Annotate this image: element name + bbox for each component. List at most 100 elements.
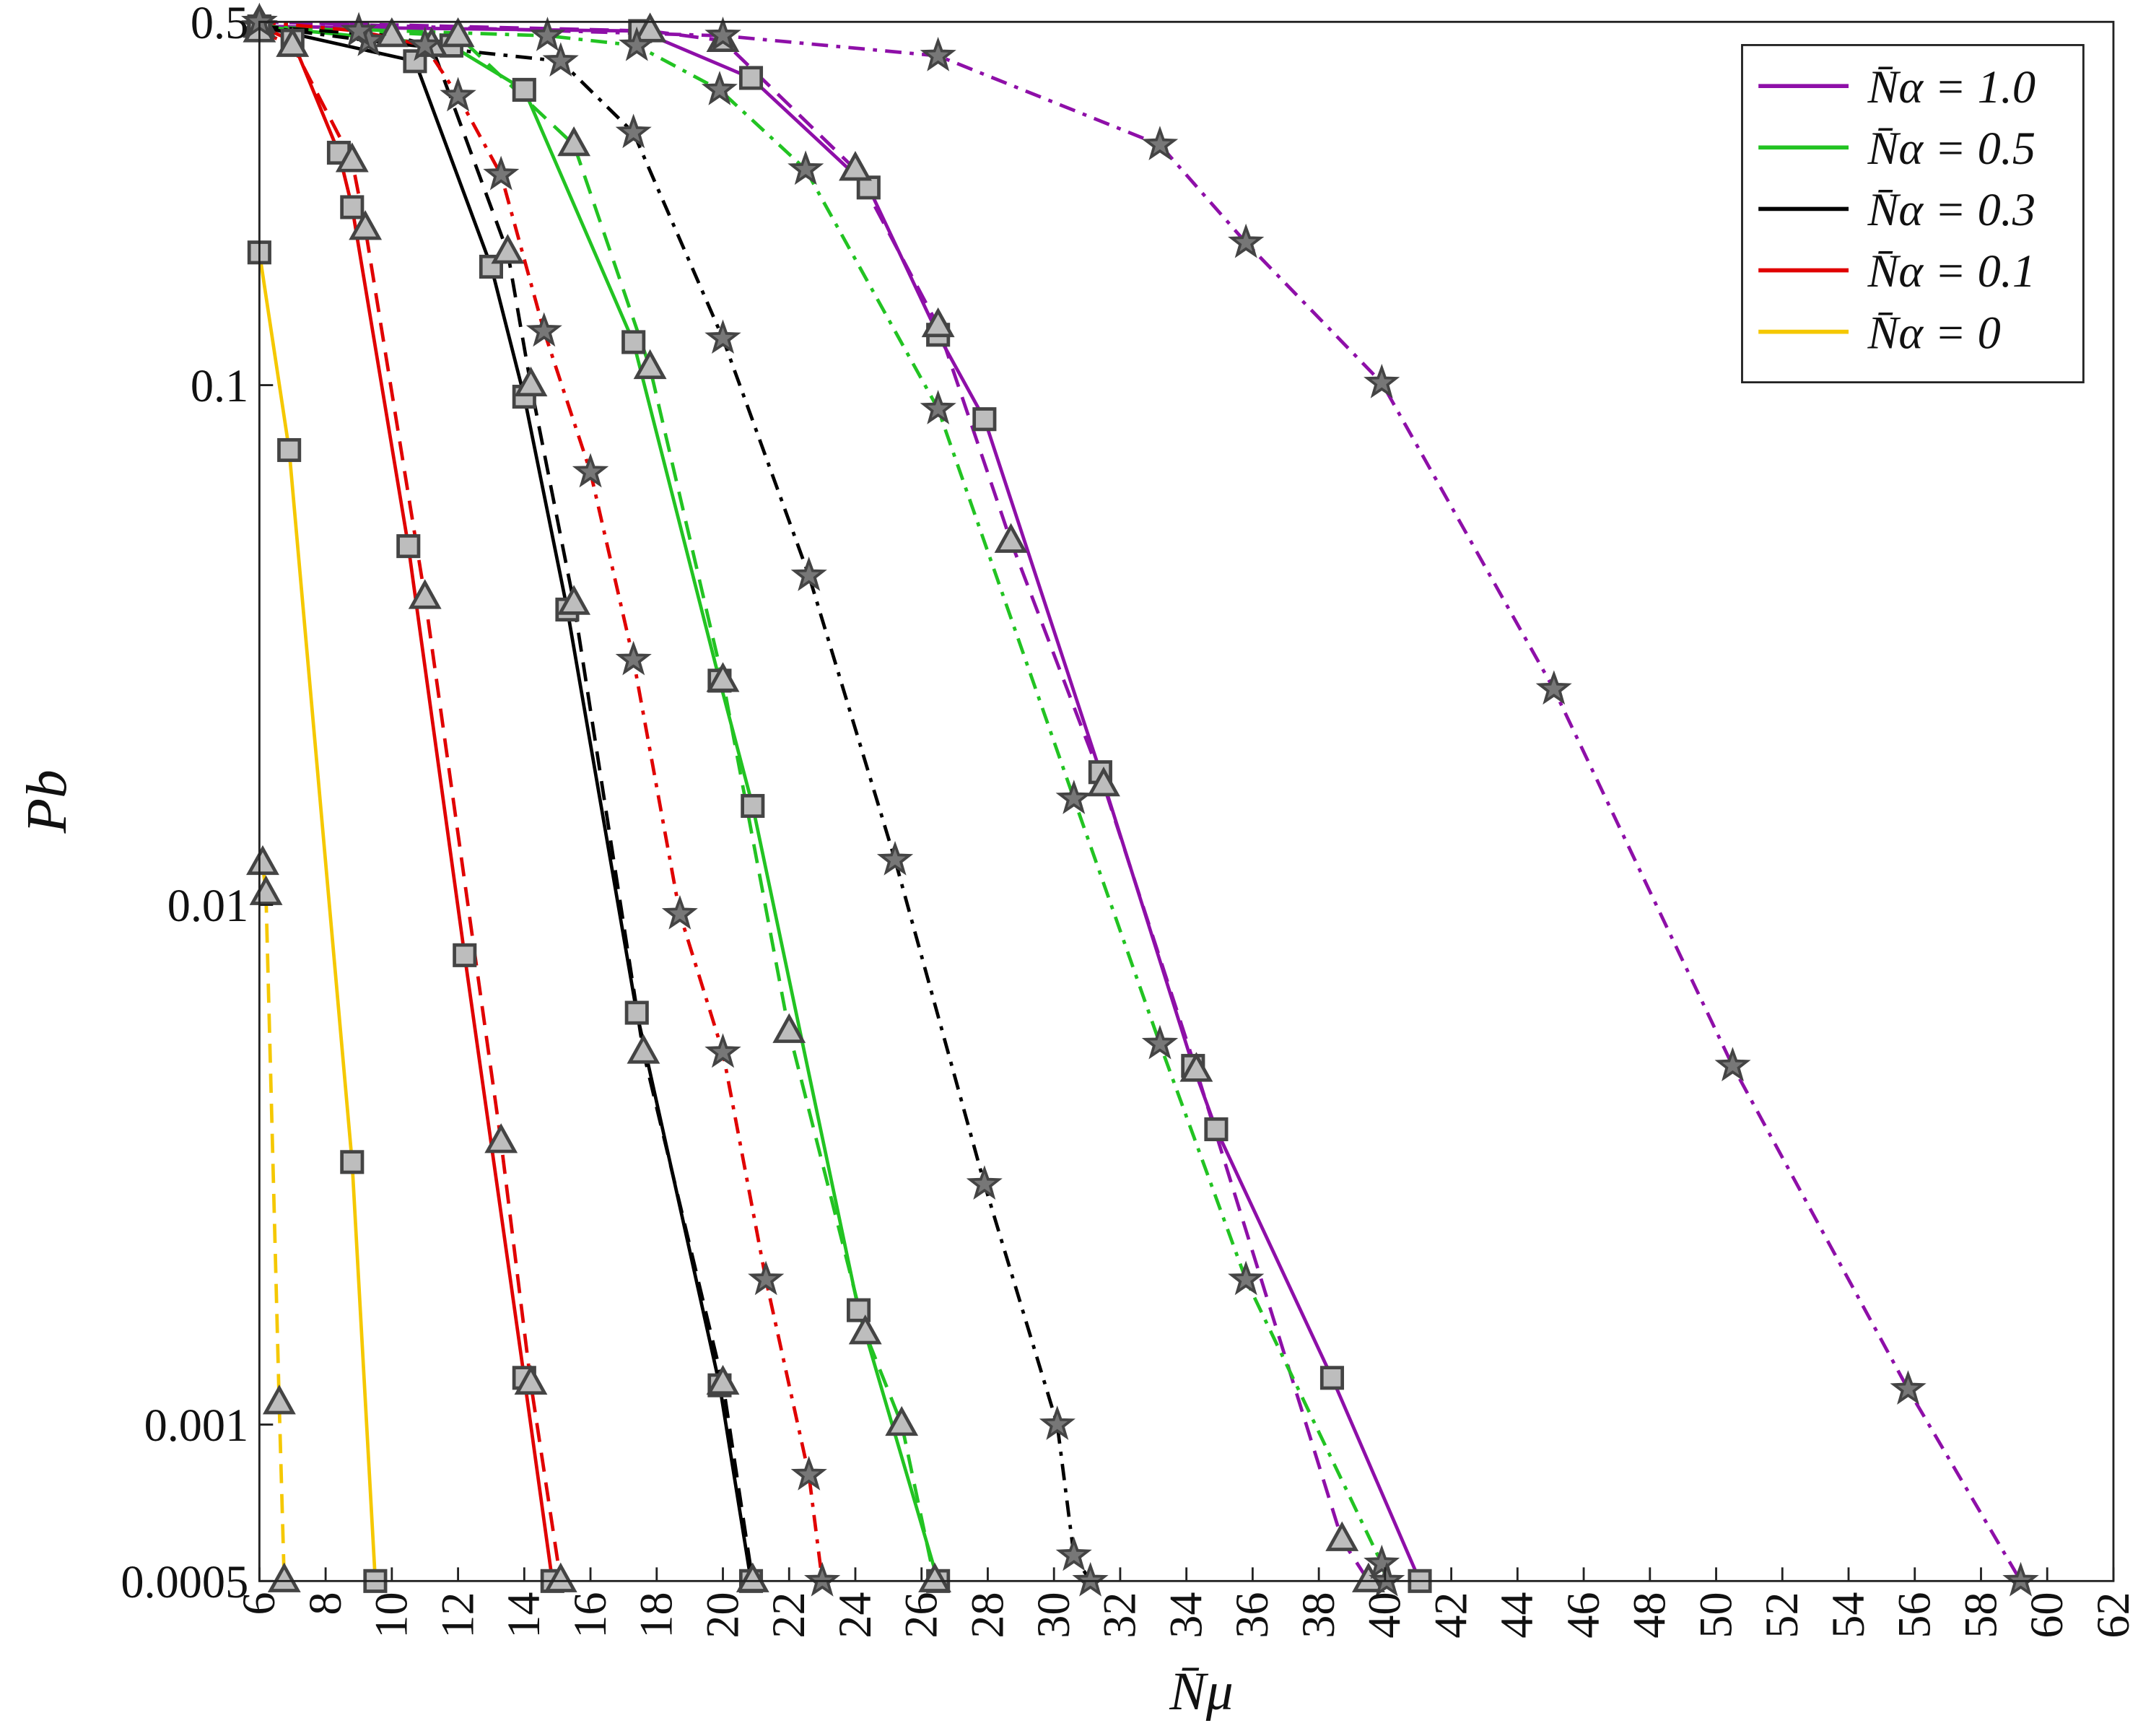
square-marker <box>340 195 365 219</box>
star-marker <box>1039 1405 1075 1440</box>
y-tick-label: 0.5 <box>191 0 248 48</box>
star-marker <box>787 150 824 186</box>
y-tick-label: 0.1 <box>191 360 248 411</box>
triangle-marker <box>557 585 591 615</box>
star-marker <box>661 894 698 930</box>
x-tick-label: 30 <box>1028 1592 1079 1638</box>
star-marker <box>615 113 652 149</box>
square-marker <box>738 66 764 90</box>
y-tick-label: 0.0005 <box>121 1556 248 1608</box>
legend-label: N̄α = 0.3 <box>1867 184 2036 235</box>
x-tick-label: 16 <box>564 1592 616 1638</box>
star-marker <box>1055 1536 1092 1571</box>
triangle-marker <box>1179 1052 1213 1082</box>
x-tick-label: 44 <box>1491 1592 1543 1638</box>
triangle-marker <box>706 1364 740 1395</box>
triangle-marker <box>627 1034 660 1064</box>
square-marker <box>512 77 536 102</box>
x-tick-label: 24 <box>829 1592 881 1638</box>
triangle-marker <box>441 17 475 48</box>
square-marker <box>621 330 646 354</box>
series-line <box>259 22 2023 1582</box>
legend-box <box>1741 44 2085 384</box>
star-marker <box>701 71 738 105</box>
legend: N̄α = 1.0 N̄α = 0.5 N̄α = 0.3 N̄α = 0.1 N̄α … <box>1741 44 2085 384</box>
star-marker <box>704 319 741 354</box>
star-marker <box>1141 126 1179 161</box>
x-tick-label: 56 <box>1889 1592 1940 1638</box>
x-tick-label: 38 <box>1293 1592 1344 1638</box>
star-marker <box>1055 780 1092 814</box>
square-marker <box>453 943 477 967</box>
square-marker <box>340 1150 365 1174</box>
x-tick-label: 52 <box>1756 1592 1807 1638</box>
series-line <box>259 25 940 1582</box>
x-tick-label: 46 <box>1558 1592 1609 1638</box>
star-marker <box>2002 1561 2039 1597</box>
x-tick-label: 10 <box>366 1592 417 1638</box>
legend-label: N̄α = 0.5 <box>1867 123 2036 174</box>
triangle-marker <box>375 17 409 48</box>
x-tick-label: 58 <box>1955 1592 2006 1638</box>
square-marker <box>1204 1117 1229 1142</box>
x-tick-label: 14 <box>498 1592 549 1638</box>
triangle-marker <box>848 1314 882 1345</box>
x-tick-label: 40 <box>1359 1592 1410 1638</box>
x-tick-label: 54 <box>1823 1592 1874 1638</box>
legend-label: N̄α = 1.0 <box>1867 61 2036 113</box>
star-marker <box>1369 1561 1405 1597</box>
square-marker <box>277 437 302 463</box>
star-marker <box>340 12 378 47</box>
series-line <box>259 22 1370 1582</box>
triangle-marker <box>491 234 525 264</box>
x-tick-label: 48 <box>1624 1592 1675 1638</box>
x-tick-label: 8 <box>300 1592 351 1615</box>
x-tick-label: 60 <box>2021 1592 2072 1638</box>
series-line <box>259 25 753 1582</box>
marker-layer <box>241 2 2039 1597</box>
star-marker <box>1228 1260 1265 1296</box>
series-line <box>259 252 378 1582</box>
star-marker <box>920 390 956 424</box>
triangle-marker <box>484 1123 518 1153</box>
triangle-marker <box>921 307 955 338</box>
triangle-marker <box>262 1384 296 1415</box>
triangle-marker <box>557 126 591 157</box>
x-tick-label: 32 <box>1094 1592 1146 1638</box>
star-marker <box>483 155 520 191</box>
x-tick-label: 42 <box>1425 1592 1476 1638</box>
y-tick-label: 0.001 <box>144 1400 249 1451</box>
star-marker <box>615 640 652 676</box>
x-tick-label: 22 <box>763 1592 814 1638</box>
triangle-marker <box>839 151 872 181</box>
star-marker <box>920 36 956 71</box>
x-tick-label: 12 <box>432 1592 483 1638</box>
series-line <box>259 25 554 1582</box>
x-tick-label: 34 <box>1160 1592 1211 1638</box>
series-line <box>259 25 1092 1582</box>
star-marker <box>619 26 655 61</box>
x-axis-label: N̄μ <box>1169 1662 1233 1722</box>
legend-label: N̄α = 0 <box>1867 307 2000 358</box>
series-line <box>259 29 563 1582</box>
triangle-marker <box>349 210 383 240</box>
triangle-marker <box>918 1562 952 1592</box>
square-marker <box>624 1000 649 1025</box>
square-marker <box>1319 1366 1345 1390</box>
axes: 6 8 10 12 14 16 18 20 22 24 26 28 30 32 34 36 38 40 42 44 46… <box>121 0 2138 1639</box>
triangle-marker <box>772 1013 806 1043</box>
x-tick-label: 20 <box>697 1592 748 1638</box>
square-marker <box>396 534 421 559</box>
star-marker <box>1141 1024 1179 1060</box>
triangle-marker <box>514 366 548 397</box>
triangle-marker <box>267 1562 301 1592</box>
triangle-marker <box>1087 766 1120 797</box>
star-marker <box>748 1260 785 1296</box>
triangle-marker <box>276 27 310 57</box>
square-marker <box>741 793 765 819</box>
triangle-marker <box>544 1562 577 1592</box>
star-marker <box>1363 1544 1400 1579</box>
star-marker <box>790 1455 827 1491</box>
